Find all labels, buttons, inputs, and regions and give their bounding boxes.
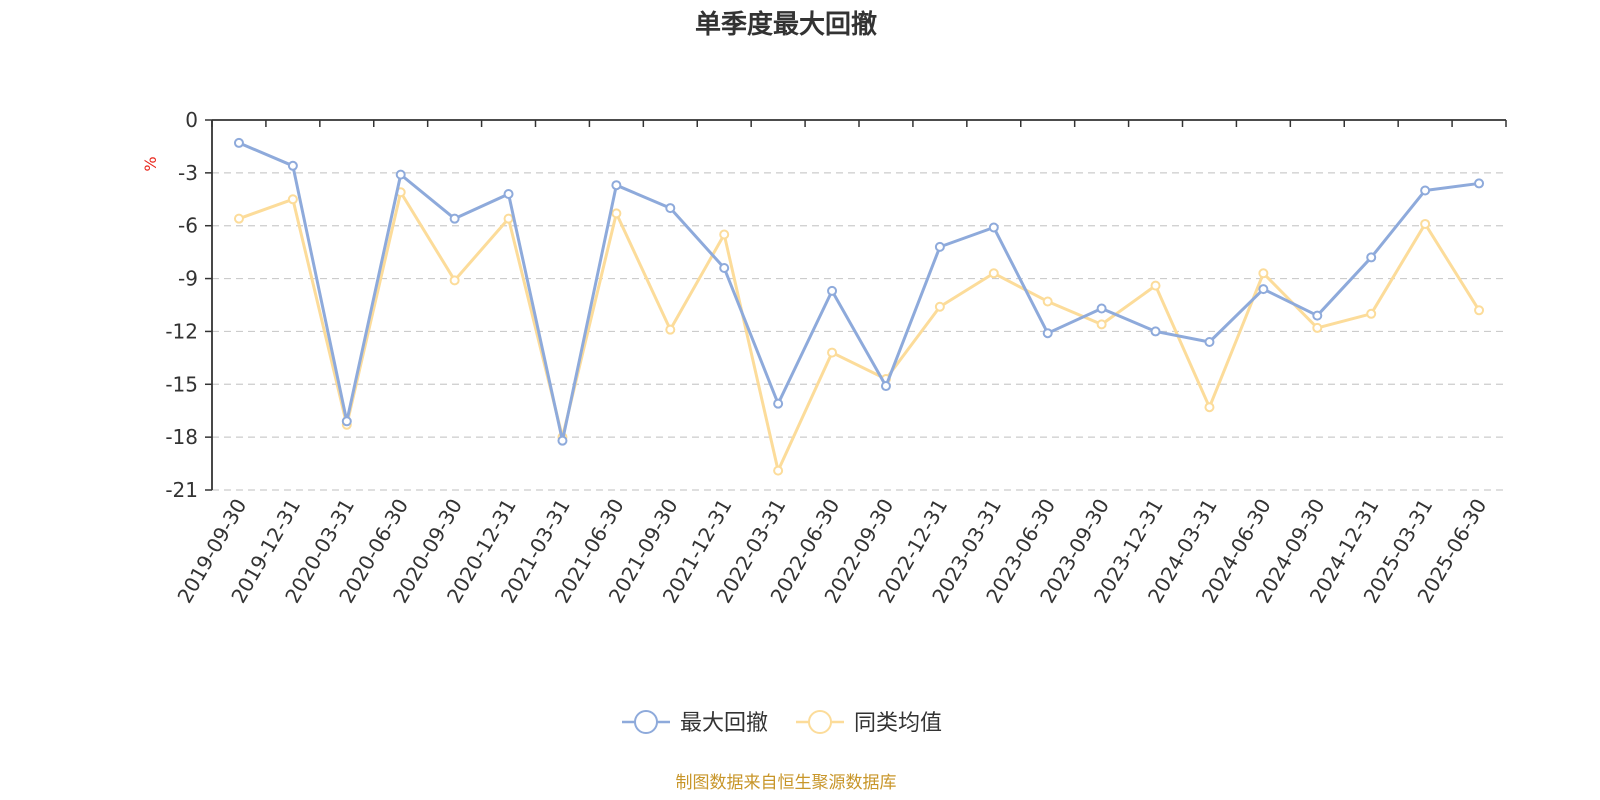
data-point (665, 324, 676, 335)
data-point (1366, 308, 1377, 319)
series-line-2 (238, 190, 1481, 473)
grid-lines (212, 172, 1506, 491)
data-source-note: 制图数据来自恒生聚源数据库 (676, 773, 897, 793)
data-point (1420, 185, 1431, 196)
data-point (503, 213, 514, 224)
data-point (287, 194, 298, 205)
data-point (1042, 328, 1053, 339)
axes (211, 119, 1506, 490)
data-point (1096, 303, 1107, 314)
series-line-1 (238, 141, 1480, 443)
data-point (1312, 322, 1323, 333)
data-point (773, 465, 784, 476)
y-axis-ticks: 0 -3 -6 -9 -12 -15 -18 -21 (165, 108, 212, 502)
legend-item-2[interactable]: 同类均值 (796, 710, 942, 736)
data-point (503, 189, 514, 199)
legend-marker-icon (634, 710, 658, 734)
data-point (827, 285, 838, 296)
legend-marker-icon (808, 710, 832, 734)
y-tick-label: -12 (165, 319, 198, 343)
data-point (233, 137, 244, 148)
data-point (611, 180, 622, 191)
data-point (1204, 402, 1215, 413)
chart-title: 单季度最大回撤 (695, 9, 877, 40)
data-point (1474, 305, 1485, 316)
data-point (233, 213, 244, 224)
data-point (827, 347, 838, 358)
series-lines (233, 137, 1485, 476)
data-point (1258, 268, 1269, 279)
y-tick-label: -9 (178, 267, 198, 291)
data-point (665, 203, 676, 214)
data-point (1042, 296, 1053, 307)
data-point (988, 268, 999, 279)
data-point (719, 229, 730, 240)
data-point (611, 208, 622, 219)
data-point (773, 398, 784, 409)
y-tick-label: -18 (165, 425, 198, 449)
y-tick-label: -6 (178, 214, 198, 238)
y-tick-label: -21 (165, 478, 198, 502)
data-point (557, 435, 568, 446)
data-point (1474, 178, 1485, 189)
data-point (719, 263, 730, 273)
x-axis-ticks: 2019-09-302019-12-312020-03-312020-06-30… (172, 120, 1507, 607)
data-point (1150, 326, 1161, 337)
data-point (1366, 252, 1377, 263)
data-point (395, 169, 406, 180)
data-point (1420, 218, 1431, 229)
data-point (449, 275, 460, 286)
data-point (1204, 337, 1215, 347)
data-point (1150, 280, 1161, 291)
legend-label: 最大回撤 (680, 711, 768, 736)
data-point (1258, 284, 1269, 295)
y-tick-label: -15 (165, 372, 198, 396)
data-point (1312, 310, 1323, 321)
y-tick-label: 0 (185, 108, 198, 132)
y-axis-unit-label: % (141, 156, 160, 171)
data-point (934, 241, 945, 252)
data-point (934, 301, 945, 312)
legend[interactable]: 最大回撤 同类均值 (622, 710, 942, 736)
data-point (1096, 319, 1107, 330)
data-point (287, 160, 298, 171)
legend-item-1[interactable]: 最大回撤 (622, 710, 768, 736)
data-point (341, 416, 352, 427)
data-point (880, 381, 891, 392)
y-tick-label: -3 (178, 161, 198, 185)
data-point (449, 213, 460, 224)
legend-label: 同类均值 (854, 711, 942, 736)
data-point (988, 222, 999, 233)
